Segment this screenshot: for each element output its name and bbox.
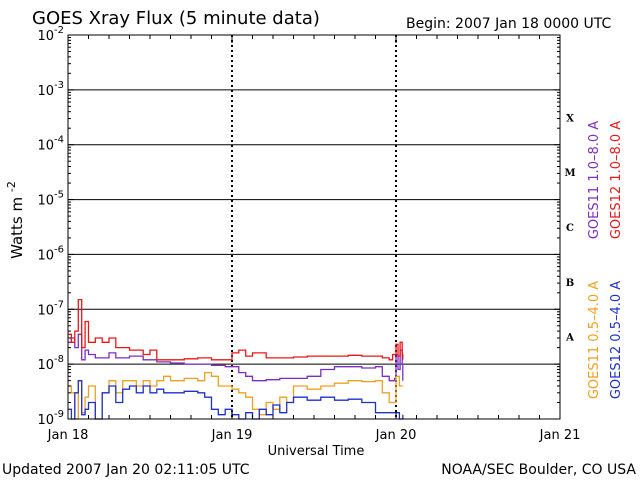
svg-text:Watts m -2: Watts m -2 (5, 181, 26, 259)
y-tick-exp: -8 (54, 354, 64, 365)
plot-series (68, 298, 404, 420)
y-tick-label: 10-5 (37, 190, 64, 209)
begin-time: Begin: 2007 Jan 18 0000 UTC (406, 16, 611, 32)
y-tick-base: 10 (37, 29, 54, 44)
legend-item: GOES12 1.0–8.0 A (609, 121, 624, 239)
y-tick-base: 10 (37, 358, 54, 373)
y-tick-base: 10 (37, 139, 54, 154)
x-tick-label: Jan 19 (211, 428, 253, 443)
y-tick-label: 10-8 (37, 354, 64, 373)
y-tick-label: 10-9 (37, 409, 64, 428)
y-tick-label: 10-6 (37, 244, 64, 263)
y-tick-exp: -6 (54, 244, 64, 255)
y-axis-label-exp: -2 (5, 181, 18, 192)
flare-class-X: X (566, 113, 574, 124)
y-tick-exp: -2 (54, 25, 64, 36)
series-goes11-1-0-8-0-a (68, 333, 404, 382)
legend: GOES11 1.0–8.0 A GOES12 1.0–8.0 A GOES11 0… (587, 121, 624, 399)
y-tick-label: 10-2 (37, 25, 64, 44)
plot-frame (67, 34, 561, 420)
x-axis-ticks: Jan 18 Jan 19 Jan 20 Jan 21 (47, 35, 581, 443)
x-axis-label: Universal Time (268, 444, 365, 459)
updated-timestamp: Updated 2007 Jan 20 02:11:05 UTC (2, 462, 250, 478)
y-tick-label: 10-7 (37, 299, 64, 318)
legend-item: GOES12 0.5–4.0 A (609, 281, 624, 399)
x-tick-label: Jan 21 (539, 428, 581, 443)
y-tick-exp: -3 (54, 80, 64, 91)
legend-item: GOES11 1.0–8.0 A (587, 121, 602, 239)
series-goes12-1-0-8-0-a (68, 298, 404, 361)
legend-item: GOES11 0.5–4.0 A (587, 281, 602, 399)
y-tick-base: 10 (37, 194, 54, 209)
credit-text: NOAA/SEC Boulder, CO USA (441, 462, 636, 478)
y-tick-exp: -5 (54, 190, 64, 201)
y-tick-label: 10-3 (37, 80, 64, 99)
flare-class-labels: A B C M X (564, 113, 575, 343)
flare-class-B: B (566, 278, 574, 289)
flare-class-A: A (565, 333, 574, 344)
y-tick-base: 10 (37, 84, 54, 99)
chart-title: GOES Xray Flux (5 minute data) (32, 8, 320, 29)
y-axis-label-base: Watts m (8, 197, 26, 259)
flare-class-C: C (566, 223, 574, 234)
series-goes11-0-5-4-0-a (68, 371, 403, 420)
y-tick-exp: -4 (54, 135, 64, 146)
y-tick-exp: -9 (54, 409, 64, 420)
plot-grid (68, 35, 560, 419)
y-tick-base: 10 (37, 248, 54, 263)
x-tick-label: Jan 20 (375, 428, 417, 443)
flare-class-M: M (564, 168, 575, 179)
y-tick-base: 10 (37, 303, 54, 318)
y-axis-label: Watts m -2 (5, 181, 26, 259)
y-tick-label: 10-4 (37, 135, 64, 154)
y-axis-ticks: 10-910-810-710-610-510-410-310-2 (37, 25, 560, 428)
y-tick-exp: -7 (54, 299, 64, 310)
series-goes12-0-5-4-0-a (68, 380, 404, 420)
x-tick-label: Jan 18 (47, 428, 89, 443)
y-tick-base: 10 (37, 413, 54, 428)
